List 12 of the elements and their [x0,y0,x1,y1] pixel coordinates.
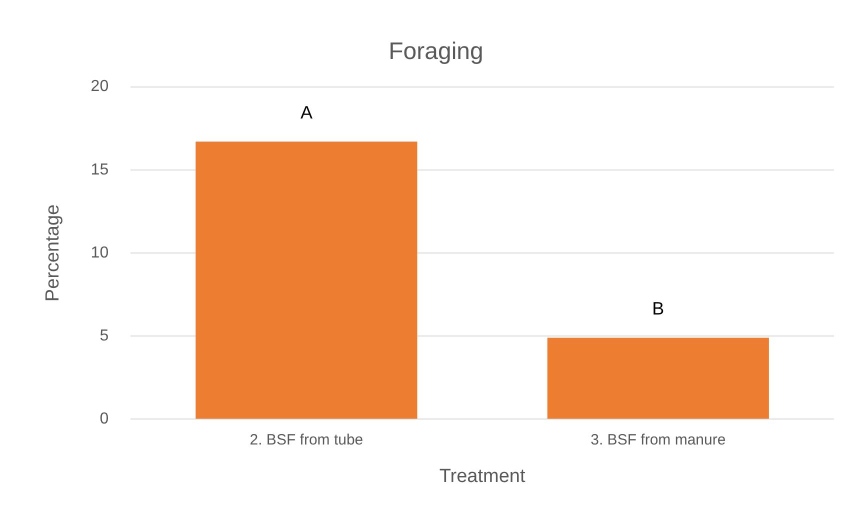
annotation: B [652,298,664,319]
annotation: A [300,102,312,123]
x-tick-label: 2. BSF from tube [250,431,364,448]
x-axis-title: Treatment [439,466,526,487]
y-tick-label: 15 [90,161,109,178]
y-tick-label: 0 [100,410,109,428]
y-axis-title: Percentage [42,204,64,302]
x-tick-label: 3. BSF from manure [590,431,726,448]
y-tick-label: 5 [100,328,109,345]
chart-title: Foraging [388,38,484,66]
y-tick-label: 20 [90,78,109,96]
y-tick-label: 10 [90,244,109,262]
